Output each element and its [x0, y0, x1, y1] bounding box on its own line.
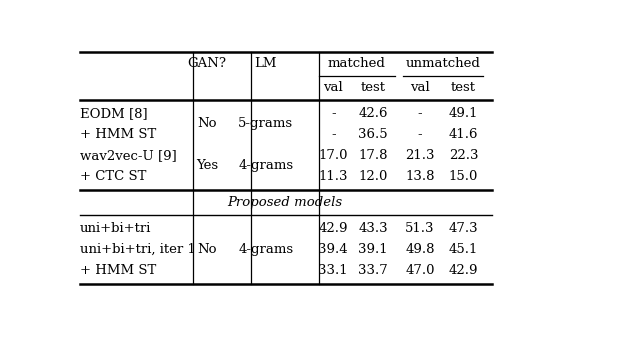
Text: 49.1: 49.1 [448, 107, 478, 120]
Text: 21.3: 21.3 [406, 149, 435, 162]
Text: -: - [331, 107, 335, 120]
Text: 33.1: 33.1 [318, 264, 348, 277]
Text: 51.3: 51.3 [406, 222, 435, 235]
Text: 33.7: 33.7 [358, 264, 388, 277]
Text: 12.0: 12.0 [358, 170, 388, 183]
Text: -: - [331, 128, 335, 141]
Text: + HMM ST: + HMM ST [80, 128, 156, 141]
Text: 13.8: 13.8 [406, 170, 435, 183]
Text: 42.6: 42.6 [358, 107, 388, 120]
Text: unmatched: unmatched [406, 57, 480, 70]
Text: matched: matched [328, 57, 386, 70]
Text: uni+bi+tri: uni+bi+tri [80, 222, 152, 235]
Text: + HMM ST: + HMM ST [80, 264, 156, 277]
Text: 22.3: 22.3 [448, 149, 478, 162]
Text: 47.3: 47.3 [448, 222, 478, 235]
Text: 47.0: 47.0 [406, 264, 435, 277]
Text: 15.0: 15.0 [448, 170, 478, 183]
Text: 42.9: 42.9 [318, 222, 348, 235]
Text: 39.4: 39.4 [318, 243, 348, 256]
Text: + CTC ST: + CTC ST [80, 170, 147, 183]
Text: 42.9: 42.9 [448, 264, 478, 277]
Text: 17.8: 17.8 [358, 149, 388, 162]
Text: 49.8: 49.8 [406, 243, 435, 256]
Text: 45.1: 45.1 [448, 243, 478, 256]
Text: LM: LM [254, 57, 277, 70]
Text: 41.6: 41.6 [448, 128, 478, 141]
Text: No: No [197, 243, 216, 256]
Text: No: No [197, 117, 216, 130]
Text: 17.0: 17.0 [318, 149, 348, 162]
Text: val: val [410, 81, 430, 94]
Text: 4-grams: 4-grams [238, 243, 294, 256]
Text: 36.5: 36.5 [358, 128, 388, 141]
Text: 5-grams: 5-grams [238, 117, 294, 130]
Text: wav2vec-U [9]: wav2vec-U [9] [80, 149, 177, 162]
Text: EODM [8]: EODM [8] [80, 107, 148, 120]
Text: test: test [361, 81, 386, 94]
Text: Yes: Yes [196, 159, 218, 172]
Text: 39.1: 39.1 [358, 243, 388, 256]
Text: 4-grams: 4-grams [238, 159, 294, 172]
Text: test: test [451, 81, 476, 94]
Text: val: val [323, 81, 343, 94]
Text: Proposed models: Proposed models [228, 196, 343, 209]
Text: -: - [418, 107, 422, 120]
Text: GAN?: GAN? [187, 57, 226, 70]
Text: 11.3: 11.3 [318, 170, 348, 183]
Text: -: - [418, 128, 422, 141]
Text: uni+bi+tri, iter 1: uni+bi+tri, iter 1 [80, 243, 196, 256]
Text: 43.3: 43.3 [358, 222, 388, 235]
